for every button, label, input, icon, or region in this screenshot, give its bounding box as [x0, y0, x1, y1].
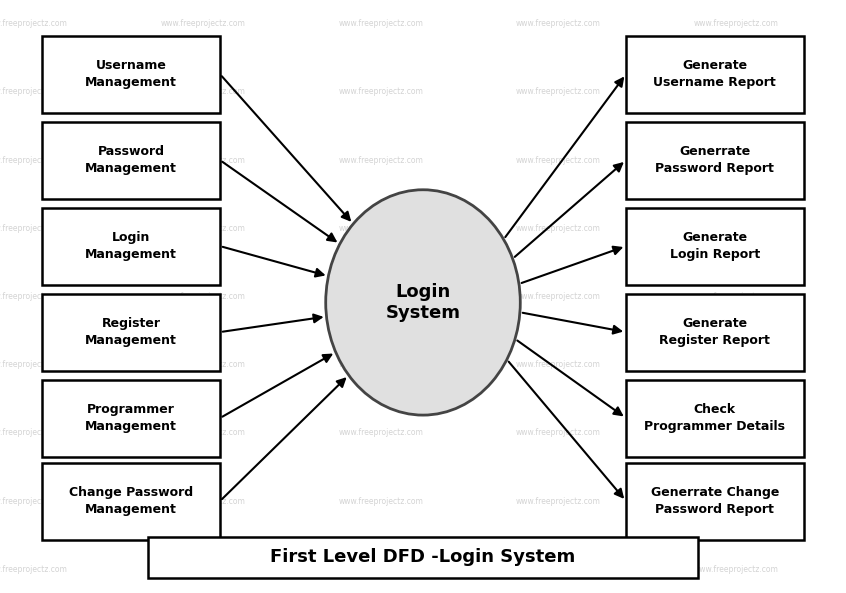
Ellipse shape [326, 190, 520, 415]
Text: www.freeprojectz.com: www.freeprojectz.com [338, 155, 423, 165]
Text: www.freeprojectz.com: www.freeprojectz.com [338, 565, 423, 574]
Text: www.freeprojectz.com: www.freeprojectz.com [516, 360, 601, 369]
Text: www.freeprojectz.com: www.freeprojectz.com [0, 224, 68, 233]
FancyBboxPatch shape [626, 380, 804, 457]
Text: www.freeprojectz.com: www.freeprojectz.com [338, 224, 423, 233]
Text: www.freeprojectz.com: www.freeprojectz.com [161, 565, 245, 574]
Text: Generate
Login Report: Generate Login Report [670, 231, 760, 261]
FancyBboxPatch shape [148, 537, 698, 578]
Text: www.freeprojectz.com: www.freeprojectz.com [516, 19, 601, 28]
Text: www.freeprojectz.com: www.freeprojectz.com [338, 360, 423, 369]
Text: www.freeprojectz.com: www.freeprojectz.com [516, 292, 601, 301]
Text: www.freeprojectz.com: www.freeprojectz.com [161, 292, 245, 301]
Text: www.freeprojectz.com: www.freeprojectz.com [161, 428, 245, 438]
Text: www.freeprojectz.com: www.freeprojectz.com [0, 428, 68, 438]
FancyBboxPatch shape [42, 208, 220, 285]
Text: www.freeprojectz.com: www.freeprojectz.com [516, 565, 601, 574]
Text: www.freeprojectz.com: www.freeprojectz.com [516, 496, 601, 506]
Text: www.freeprojectz.com: www.freeprojectz.com [161, 496, 245, 506]
Text: www.freeprojectz.com: www.freeprojectz.com [0, 565, 68, 574]
Text: www.freeprojectz.com: www.freeprojectz.com [0, 292, 68, 301]
Text: www.freeprojectz.com: www.freeprojectz.com [0, 19, 68, 28]
FancyBboxPatch shape [42, 463, 220, 540]
Text: www.freeprojectz.com: www.freeprojectz.com [161, 87, 245, 97]
Text: Programmer
Management: Programmer Management [85, 403, 177, 433]
FancyBboxPatch shape [626, 463, 804, 540]
Text: www.freeprojectz.com: www.freeprojectz.com [694, 224, 778, 233]
Text: Login
System: Login System [386, 283, 460, 322]
FancyBboxPatch shape [626, 122, 804, 199]
Text: Generrate Change
Password Report: Generrate Change Password Report [651, 486, 779, 516]
Text: www.freeprojectz.com: www.freeprojectz.com [694, 360, 778, 369]
Text: www.freeprojectz.com: www.freeprojectz.com [694, 155, 778, 165]
Text: Generate
Username Report: Generate Username Report [653, 59, 777, 89]
Text: www.freeprojectz.com: www.freeprojectz.com [694, 19, 778, 28]
Text: Change Password
Management: Change Password Management [69, 486, 193, 516]
Text: www.freeprojectz.com: www.freeprojectz.com [338, 428, 423, 438]
Text: Generrate
Password Report: Generrate Password Report [656, 145, 774, 175]
Text: Register
Management: Register Management [85, 317, 177, 347]
Text: Password
Management: Password Management [85, 145, 177, 175]
Text: www.freeprojectz.com: www.freeprojectz.com [516, 155, 601, 165]
Text: www.freeprojectz.com: www.freeprojectz.com [338, 19, 423, 28]
Text: www.freeprojectz.com: www.freeprojectz.com [694, 292, 778, 301]
Text: www.freeprojectz.com: www.freeprojectz.com [338, 496, 423, 506]
FancyBboxPatch shape [626, 36, 804, 113]
Text: www.freeprojectz.com: www.freeprojectz.com [694, 496, 778, 506]
FancyBboxPatch shape [42, 122, 220, 199]
Text: www.freeprojectz.com: www.freeprojectz.com [516, 224, 601, 233]
Text: Generate
Register Report: Generate Register Report [659, 317, 771, 347]
Text: www.freeprojectz.com: www.freeprojectz.com [694, 87, 778, 97]
Text: Login
Management: Login Management [85, 231, 177, 261]
Text: www.freeprojectz.com: www.freeprojectz.com [161, 19, 245, 28]
Text: Check
Programmer Details: Check Programmer Details [645, 403, 785, 433]
Text: www.freeprojectz.com: www.freeprojectz.com [0, 87, 68, 97]
Text: www.freeprojectz.com: www.freeprojectz.com [694, 428, 778, 438]
Text: www.freeprojectz.com: www.freeprojectz.com [0, 360, 68, 369]
Text: www.freeprojectz.com: www.freeprojectz.com [338, 87, 423, 97]
Text: www.freeprojectz.com: www.freeprojectz.com [0, 496, 68, 506]
Text: www.freeprojectz.com: www.freeprojectz.com [516, 87, 601, 97]
Text: www.freeprojectz.com: www.freeprojectz.com [338, 292, 423, 301]
FancyBboxPatch shape [626, 208, 804, 285]
Text: www.freeprojectz.com: www.freeprojectz.com [516, 428, 601, 438]
Text: www.freeprojectz.com: www.freeprojectz.com [161, 155, 245, 165]
Text: www.freeprojectz.com: www.freeprojectz.com [161, 360, 245, 369]
Text: Username
Management: Username Management [85, 59, 177, 89]
FancyBboxPatch shape [42, 380, 220, 457]
Text: First Level DFD -Login System: First Level DFD -Login System [271, 549, 575, 566]
FancyBboxPatch shape [42, 36, 220, 113]
Text: www.freeprojectz.com: www.freeprojectz.com [694, 565, 778, 574]
FancyBboxPatch shape [626, 294, 804, 371]
FancyBboxPatch shape [42, 294, 220, 371]
Text: www.freeprojectz.com: www.freeprojectz.com [161, 224, 245, 233]
Text: www.freeprojectz.com: www.freeprojectz.com [0, 155, 68, 165]
